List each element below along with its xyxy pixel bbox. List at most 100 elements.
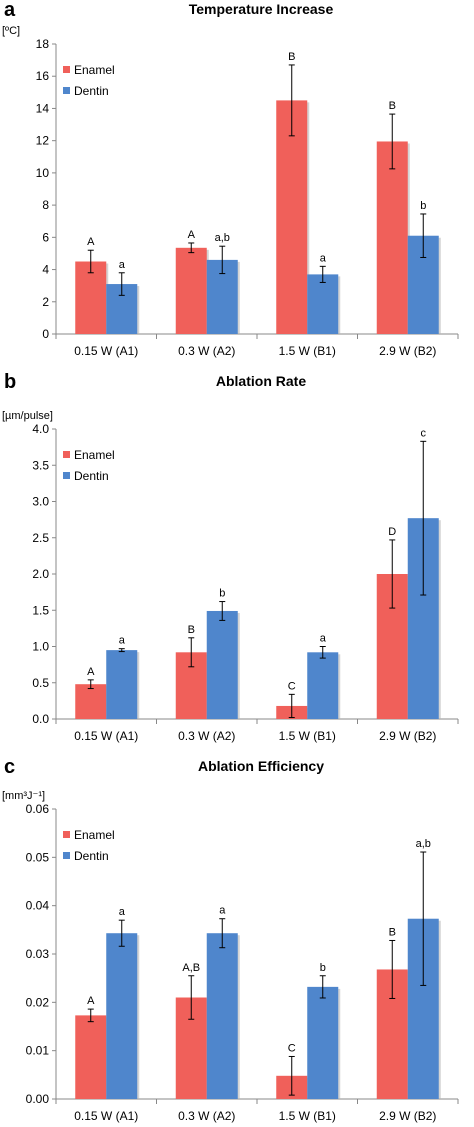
x-tick-label: 2.9 W (B2)	[379, 344, 436, 358]
legend-swatch	[63, 852, 70, 859]
x-tick-label: 2.9 W (B2)	[379, 729, 436, 743]
x-tick-label: 0.3 W (A2)	[178, 729, 235, 743]
y-tick-label: 0.02	[26, 995, 50, 1009]
y-tick-label: 0.04	[26, 899, 50, 913]
legend-swatch	[63, 451, 70, 458]
significance-label: A	[188, 229, 196, 241]
significance-label: C	[288, 1042, 296, 1054]
bar	[307, 986, 339, 1099]
significance-label: B	[389, 100, 396, 112]
bar	[75, 684, 107, 719]
bar	[376, 141, 408, 334]
x-tick-label: 0.15 W (A1)	[74, 344, 138, 358]
bar	[307, 274, 339, 334]
y-axis-unit: [µm/pulse]	[2, 410, 53, 422]
y-tick-label: 4	[42, 263, 49, 277]
y-tick-label: 12	[36, 134, 50, 148]
significance-label: C	[288, 680, 296, 692]
bar	[175, 247, 207, 334]
y-tick-label: 0.06	[26, 802, 50, 816]
legend-label: Dentin	[74, 849, 109, 863]
x-tick-label: 1.5 W (B1)	[279, 1109, 336, 1123]
legend-swatch	[63, 831, 70, 838]
x-tick-label: 0.3 W (A2)	[178, 1109, 235, 1123]
significance-label: a	[119, 635, 126, 647]
bar	[206, 933, 238, 1099]
y-tick-label: 18	[36, 37, 50, 51]
bar	[75, 1015, 107, 1099]
significance-label: a	[219, 905, 226, 917]
legend-label: Dentin	[74, 84, 109, 98]
y-tick-label: 0.0	[32, 712, 49, 726]
bar	[75, 261, 107, 334]
bar	[206, 610, 238, 719]
significance-label: A	[87, 236, 95, 248]
y-tick-label: 16	[36, 69, 50, 83]
legend-label: Dentin	[74, 469, 109, 483]
y-tick-label: 1.5	[32, 603, 49, 617]
bar	[106, 650, 138, 719]
significance-label: c	[421, 427, 427, 439]
legend-swatch	[63, 472, 70, 479]
y-tick-label: 0.03	[26, 947, 50, 961]
legend-swatch	[63, 66, 70, 73]
chart-panel-a: a Temperature Increase [ºC] 0 2 4 6 8 10 12 14 16 18…	[2, 0, 459, 358]
chart-title: Ablation Rate	[216, 373, 306, 389]
y-tick-label: 10	[36, 166, 50, 180]
y-tick-label: 3.5	[32, 458, 49, 472]
chart-panel-c: c Ablation Efficiency [mm³J⁻¹] 0.00 0.01 0.02…	[2, 756, 459, 1123]
significance-label: a	[119, 906, 126, 918]
significance-label: b	[320, 962, 326, 974]
x-tick-label: 2.9 W (B2)	[379, 1109, 436, 1123]
y-tick-label: 2	[42, 295, 49, 309]
legend-label: Enamel	[74, 828, 115, 842]
y-tick-label: 4.0	[32, 422, 49, 436]
y-tick-label: 2.0	[32, 567, 49, 581]
chart-title: Ablation Efficiency	[198, 758, 324, 774]
bar	[106, 933, 138, 1099]
x-tick-label: 1.5 W (B1)	[279, 344, 336, 358]
significance-label: a	[320, 633, 327, 645]
y-tick-label: 1.0	[32, 640, 49, 654]
y-tick-label: 6	[42, 230, 49, 244]
significance-label: B	[188, 624, 195, 636]
x-tick-label: 0.15 W (A1)	[74, 1109, 138, 1123]
bar	[307, 652, 339, 719]
y-tick-label: 14	[36, 101, 50, 115]
y-tick-label: 0.05	[26, 850, 50, 864]
y-tick-label: 2.5	[32, 531, 49, 545]
significance-label: b	[420, 200, 426, 212]
y-axis-unit: [mm³J⁻¹]	[2, 790, 45, 802]
y-tick-label: 8	[42, 198, 49, 212]
bar	[276, 100, 308, 334]
panel-letter: b	[4, 371, 16, 393]
y-tick-label: 0.00	[26, 1092, 50, 1106]
y-tick-label: 3.0	[32, 495, 49, 509]
x-tick-label: 1.5 W (B1)	[279, 729, 336, 743]
significance-label: b	[219, 588, 225, 600]
panel-letter: a	[4, 0, 16, 21]
significance-label: D	[388, 526, 396, 538]
y-tick-label: 0	[42, 327, 49, 341]
significance-label: A	[87, 995, 95, 1007]
y-tick-label: 0.01	[26, 1044, 50, 1058]
legend-label: Enamel	[74, 63, 115, 77]
chart-title: Temperature Increase	[189, 1, 334, 17]
x-tick-label: 0.15 W (A1)	[74, 729, 138, 743]
significance-label: a,b	[416, 838, 431, 850]
legend-swatch	[63, 87, 70, 94]
chart-panel-b: b Ablation Rate [µm/pulse] 0.0 0.5 1.0 1.5 2.0 2…	[2, 371, 459, 743]
x-tick-label: 0.3 W (A2)	[178, 344, 235, 358]
significance-label: a	[320, 252, 327, 264]
y-tick-label: 0.5	[32, 676, 49, 690]
significance-label: A,B	[182, 962, 200, 974]
legend-label: Enamel	[74, 448, 115, 462]
significance-label: a,b	[215, 232, 230, 244]
significance-label: a	[119, 259, 126, 271]
significance-label: A	[87, 666, 95, 678]
panel-letter: c	[4, 756, 15, 778]
y-axis-unit: [ºC]	[2, 25, 20, 37]
significance-label: B	[288, 51, 295, 63]
significance-label: B	[389, 926, 396, 938]
